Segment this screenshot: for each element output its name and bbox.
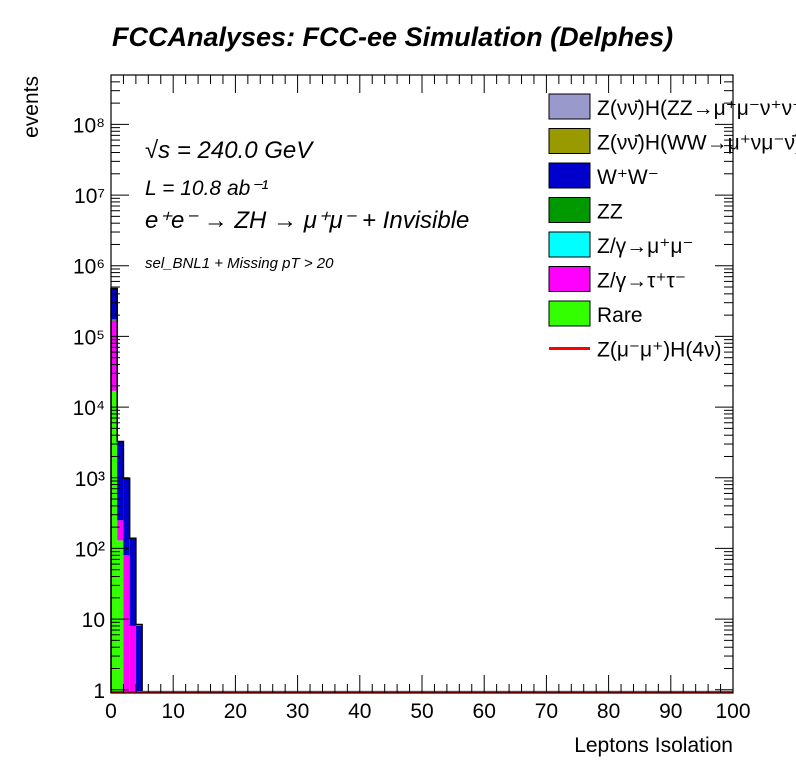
legend-label: ZZ [597,201,623,224]
y-tick-label: 10⁶ [73,256,105,279]
legend: Z(νν̄)H(ZZ→μ⁺μ⁻ν⁺ν⁻) Z(νν̄)H(WW→μ⁺νμ⁻ν̄) W… [548,93,796,362]
bar-4-bin-0 [111,288,118,320]
x-tick-label: 30 [286,700,309,723]
x-tick-label: 40 [348,700,371,723]
legend-swatch [548,231,591,258]
x-tick-label: 0 [105,700,117,723]
x-tick-label: 100 [715,700,750,723]
legend-label: Z(μ⁻μ⁺)H(4ν) [597,339,722,362]
legend-swatch [548,266,591,292]
process-annotation: e⁺e⁻ → ZH → μ⁺μ⁻ + Invisible [145,207,469,234]
bar-5-bin-4 [135,624,143,626]
legend-label: Z/γ→μ⁺μ⁻ [597,235,694,258]
y-tick-label: 10⁴ [73,397,105,420]
stack-outline [110,287,143,693]
legend-swatch [548,93,591,120]
x-tick-label: 70 [535,700,558,723]
bar-1-bin-2 [123,555,130,693]
bar-4-bin-1 [117,441,124,521]
bar-1-bin-0 [111,320,118,391]
legend-label: Rare [597,304,643,327]
bar-4-bin-2 [123,478,130,556]
chart-title: FCCAnalyses: FCC-ee Simulation (Delphes) [112,22,673,52]
x-tick-label: 10 [162,700,185,723]
selection-annotation: sel_BNL1 + Missing pT > 20 [145,255,334,272]
y-tick-label: 10³ [75,468,105,491]
x-tick-label: 50 [410,700,433,723]
legend-label: Z(νν̄)H(ZZ→μ⁺μ⁻ν⁺ν⁻) [597,97,796,120]
y-tick-label: 10⁵ [73,326,105,349]
y-tick-label: 10 [82,609,105,632]
legend-label: W⁺W⁻ [597,166,659,189]
legend-label: Z/γ→τ⁺τ⁻ [597,270,686,293]
bar-0-bin-1 [117,540,124,693]
legend-label: Z(νν̄)H(WW→μ⁺νμ⁻ν̄) [597,132,796,155]
x-axis-label: Leptons Isolation [574,734,733,757]
legend-swatch [548,128,591,154]
bar-1-bin-3 [129,625,136,693]
y-axis-label: events [20,76,43,138]
lumi-annotation: L = 10.8 ab⁻¹ [145,177,268,200]
x-tick-label: 90 [659,700,682,723]
y-tick-label: 1 [93,680,105,703]
bar-3-bin-0 [111,319,118,321]
legend-swatch [548,162,591,189]
bar-0-bin-0 [111,390,118,693]
energy-annotation: √s = 240.0 GeV [145,137,314,164]
x-tick-label: 80 [597,700,620,723]
y-tick-label: 10⁸ [73,114,105,137]
y-tick-label: 10⁷ [74,185,105,208]
x-tick-label: 20 [224,700,247,723]
bar-4-bin-3 [129,538,136,626]
x-tick-label: 60 [473,700,496,723]
legend-swatch [548,300,591,327]
plot-area [111,75,733,693]
y-axis-ticks: 1 10 10² 10³ 10⁴ 10⁵ 10⁶ 10⁷ 10⁸ [73,74,733,703]
bar-4-bin-4 [135,625,143,693]
y-tick-label: 10² [75,538,105,561]
bar-1-bin-1 [117,520,124,541]
legend-swatch [548,197,591,223]
